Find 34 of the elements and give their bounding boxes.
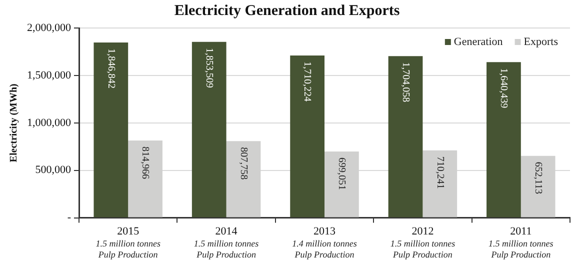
data-label: 807,758 <box>238 147 249 180</box>
bar <box>486 62 521 218</box>
text: 1.5 million tonnes Pulp Production <box>96 238 161 260</box>
data-label: 1,704,058 <box>400 62 411 102</box>
data-label: 1,640,439 <box>498 68 510 108</box>
data-label: 699,051 <box>336 157 348 190</box>
x-tick-label: 2012 <box>412 225 434 238</box>
bar <box>290 56 324 218</box>
data-label: 652,113 <box>532 162 544 194</box>
y-tick-label: 1,000,000 <box>27 116 72 129</box>
x-tick-label: 2014 <box>215 225 238 238</box>
y-tick-label: - <box>67 212 72 224</box>
y-tick-label: 1,500,000 <box>27 69 72 82</box>
data-label: 1,710,224 <box>302 62 313 102</box>
data-label: 710,241 <box>434 156 446 189</box>
legend-label: Exports <box>524 36 558 48</box>
bar <box>388 56 423 218</box>
text: 1.5 million tonnes Pulp Production <box>390 238 456 260</box>
text: 1.4 million tonnes Pulp Production <box>292 238 358 260</box>
data-label: 1,846,842 <box>105 48 116 89</box>
chart-title: Electricity Generation and Exports <box>174 2 400 19</box>
x-tick-label: 2015 <box>117 225 140 238</box>
y-tick-label: 2,000,000 <box>27 22 72 34</box>
data-label: 814,966 <box>140 146 151 179</box>
legend-label: Generation <box>454 36 504 48</box>
y-tick-label: 500,000 <box>35 164 72 176</box>
text: 1.5 million tonnes Pulp Production <box>488 238 554 260</box>
bar <box>192 42 226 218</box>
text: 1.5 million tonnes Pulp Production <box>194 238 260 260</box>
data-label: 1,853,509 <box>203 48 214 88</box>
x-tick-label: 2011 <box>510 225 532 238</box>
y-axis-title: Electricity (MWh) <box>8 84 20 162</box>
x-tick-label: 2013 <box>314 225 336 238</box>
bar <box>94 42 128 218</box>
